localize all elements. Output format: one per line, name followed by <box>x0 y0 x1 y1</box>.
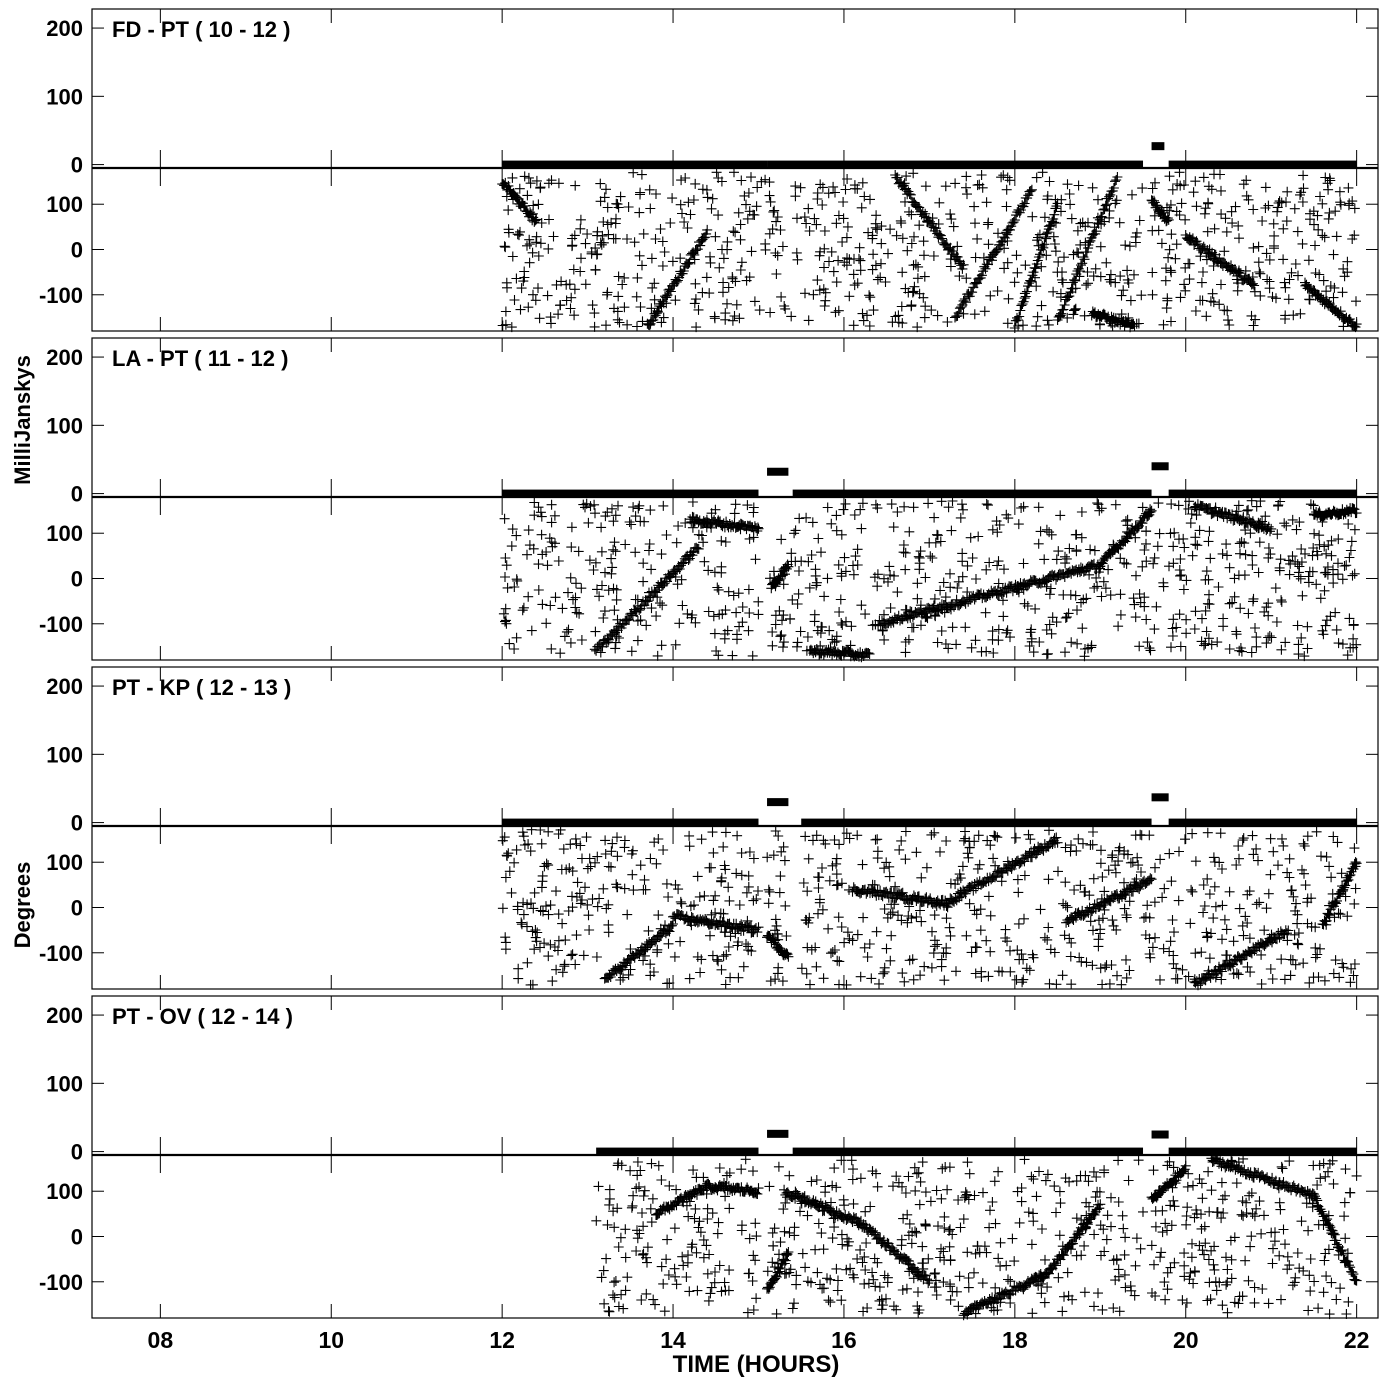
baseline-label: FD - PT ( 10 - 12 ) <box>112 17 290 42</box>
phase-tick-label: 0 <box>71 238 83 263</box>
time-axis-label: TIME (HOURS) <box>673 1351 840 1378</box>
amplitude-segment <box>1151 1130 1169 1139</box>
amplitude-segment <box>792 1147 1144 1156</box>
baseline-panel: 0 100 200 -100 0 100 PT - KP ( 12 - 13 ) <box>39 666 1379 991</box>
amplitude-segment <box>1151 793 1169 802</box>
amplitude-segment <box>1168 489 1357 498</box>
amp-tick-label: 0 <box>71 482 83 507</box>
amplitude-segment <box>792 489 1152 498</box>
phase-tick-label: 100 <box>46 521 83 546</box>
phase-tick-label: 0 <box>71 1225 83 1250</box>
x-tick-label: 10 <box>318 1327 344 1353</box>
time-axis: 08 10 12 14 16 18 20 22 <box>148 1327 1370 1353</box>
amp-tick-label: 100 <box>46 1071 83 1096</box>
panel-frame <box>91 995 1379 1319</box>
amplitude-axis-label: MilliJanskys <box>10 355 35 485</box>
amplitude-segment <box>1168 1147 1357 1156</box>
phase-tick-label: -100 <box>39 283 83 308</box>
amplitude-segment <box>767 1129 789 1138</box>
x-tick-label: 08 <box>148 1327 174 1353</box>
amplitude-segment <box>1151 142 1165 151</box>
amplitude-segment <box>1168 818 1357 827</box>
x-tick-label: 16 <box>831 1327 857 1353</box>
baseline-panel: 0 100 200 -100 0 100 FD - PT ( 10 - 12 ) <box>39 8 1379 333</box>
phase-scatter <box>591 1153 1362 1321</box>
phase-scatter <box>497 167 1362 333</box>
amp-tick-label: 200 <box>46 1003 83 1028</box>
phase-tick-label: 100 <box>46 1179 83 1204</box>
x-tick-label: 12 <box>489 1327 515 1353</box>
amplitude-segment <box>767 798 789 807</box>
x-tick-label: 20 <box>1173 1327 1199 1353</box>
amplitude-segment <box>1168 160 1357 169</box>
phase-tick-label: 100 <box>46 192 83 217</box>
panel-frame <box>91 666 1379 990</box>
amplitude-segment <box>1151 462 1169 471</box>
amplitude-segment <box>502 818 759 827</box>
amp-tick-label: 100 <box>46 742 83 767</box>
amp-tick-label: 0 <box>71 811 83 836</box>
phase-tick-label: 0 <box>71 567 83 592</box>
phase-scatter <box>497 824 1362 991</box>
amp-tick-label: 0 <box>71 1140 83 1165</box>
baseline-panel: 0 100 200 -100 0 100 PT - OV ( 12 - 14 ) <box>39 995 1379 1321</box>
amp-tick-label: 100 <box>46 84 83 109</box>
amplitude-segment <box>801 818 1152 827</box>
amplitude-segment <box>767 467 789 476</box>
phase-scatter <box>498 495 1362 663</box>
amplitude-segment <box>596 1147 759 1156</box>
panels-group: 0 100 200 -100 0 100 FD - PT ( 10 - 12 ) 0 100 20… <box>39 8 1379 1321</box>
baseline-label: LA - PT ( 11 - 12 ) <box>112 346 288 371</box>
amp-tick-label: 200 <box>46 345 83 370</box>
baseline-label: PT - OV ( 12 - 14 ) <box>112 1004 293 1029</box>
amplitude-segment <box>767 160 1144 169</box>
x-tick-label: 22 <box>1344 1327 1370 1353</box>
amp-tick-label: 200 <box>46 16 83 41</box>
phase-tick-label: 100 <box>46 850 83 875</box>
amp-tick-label: 0 <box>71 153 83 178</box>
x-tick-label: 18 <box>1002 1327 1028 1353</box>
panel-frame <box>91 337 1379 661</box>
phase-axis-label: Degrees <box>10 862 35 949</box>
baseline-label: PT - KP ( 12 - 13 ) <box>112 675 291 700</box>
amp-tick-label: 100 <box>46 413 83 438</box>
phase-tick-label: -100 <box>39 612 83 637</box>
baseline-panel: 0 100 200 -100 0 100 LA - PT ( 11 - 12 ) <box>39 337 1379 663</box>
phase-tick-label: -100 <box>39 941 83 966</box>
phase-tick-label: -100 <box>39 1270 83 1295</box>
phase-tick-label: 0 <box>71 896 83 921</box>
panel-frame <box>91 8 1379 332</box>
x-tick-label: 14 <box>660 1327 686 1353</box>
amplitude-segment <box>502 160 768 169</box>
amp-tick-label: 200 <box>46 674 83 699</box>
amplitude-segment <box>502 489 759 498</box>
